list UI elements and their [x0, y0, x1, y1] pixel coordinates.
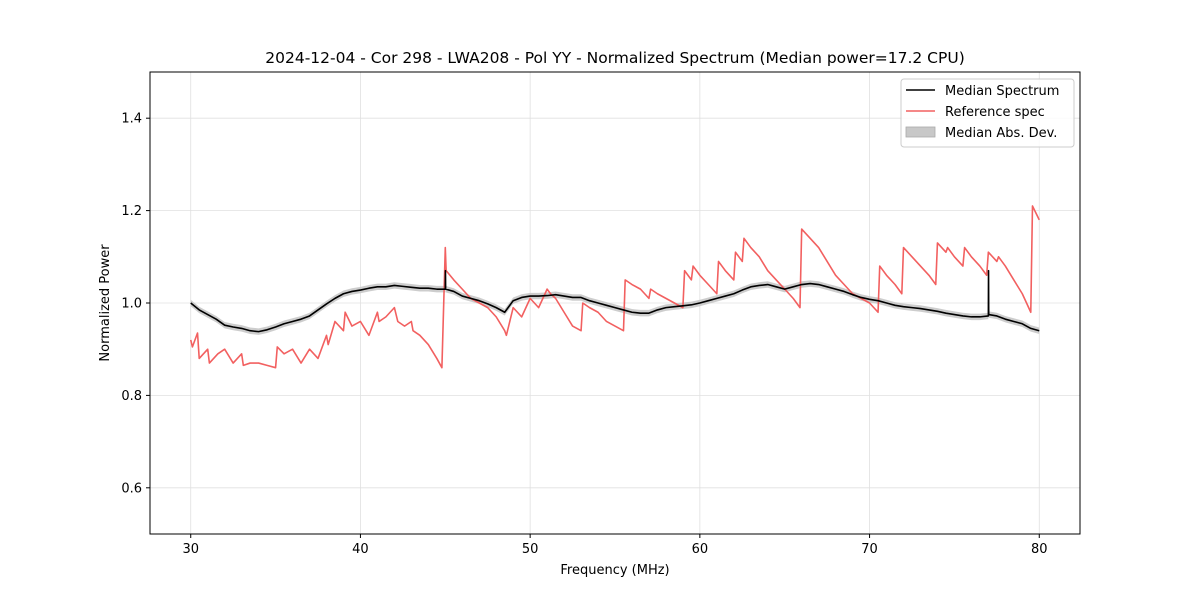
x-axis-ticks: 30 40 50 60 70 80 — [182, 534, 1048, 557]
reference-spec-line — [189, 205, 1040, 369]
y-axis-ticks: 0.6 0.8 1.0 1.2 1.4 — [121, 112, 150, 496]
x-axis-label: Frequency (MHz) — [560, 563, 669, 578]
series-layer — [189, 205, 1040, 369]
x-tick-label: 30 — [182, 542, 199, 557]
y-tick-label: 1.0 — [121, 297, 142, 312]
legend: Median Spectrum Reference spec Median Ab… — [900, 78, 1075, 148]
median-spectrum-line — [190, 269, 1040, 333]
x-tick-label: 60 — [692, 542, 709, 557]
x-tick-label: 40 — [352, 542, 369, 557]
y-tick-label: 0.8 — [121, 389, 142, 404]
y-tick-label: 1.2 — [121, 204, 142, 219]
legend-box — [900, 78, 1075, 148]
mad-band — [190, 267, 1040, 335]
legend-reference-label: Reference spec — [945, 105, 1045, 120]
chart-title: 2024-12-04 - Cor 298 - LWA208 - Pol YY -… — [265, 49, 965, 67]
x-tick-label: 70 — [861, 542, 878, 557]
y-axis-label: Normalized Power — [98, 244, 113, 362]
legend-median-label: Median Spectrum — [945, 84, 1059, 99]
legend-mad-label: Median Abs. Dev. — [945, 126, 1057, 141]
legend-mad-swatch — [905, 126, 936, 138]
y-tick-label: 0.6 — [121, 481, 142, 496]
x-tick-label: 50 — [522, 542, 539, 557]
mad-band-layer — [190, 267, 1040, 335]
y-tick-label: 1.4 — [121, 112, 142, 127]
x-tick-label: 80 — [1031, 542, 1048, 557]
